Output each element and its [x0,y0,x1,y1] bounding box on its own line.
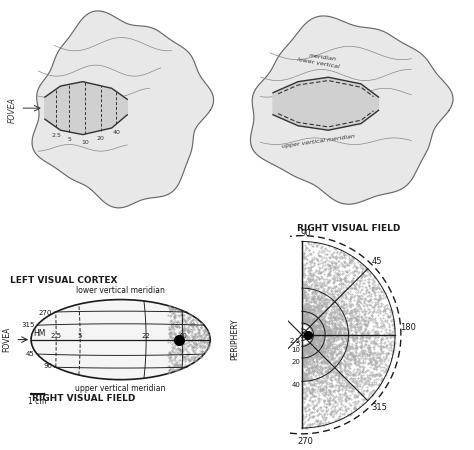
Text: 22: 22 [142,333,151,338]
Text: 270: 270 [297,437,313,446]
Polygon shape [302,325,311,344]
Text: 40: 40 [291,382,300,388]
Text: FOVEA: FOVEA [2,327,11,352]
Text: 10: 10 [81,140,89,144]
Text: 180: 180 [400,324,416,333]
Text: 10: 10 [291,347,300,353]
Ellipse shape [31,300,210,380]
Text: RIGHT VISUAL FIELD: RIGHT VISUAL FIELD [32,394,136,403]
Text: PERIPHERY: PERIPHERY [230,319,239,360]
Text: LEFT VISUAL CORTEX: LEFT VISUAL CORTEX [10,276,118,285]
Polygon shape [32,11,214,208]
Text: upper vertical meridian: upper vertical meridian [281,134,355,149]
Text: 5: 5 [78,333,82,338]
Text: 1 cm: 1 cm [28,397,47,406]
Text: 5: 5 [67,137,71,143]
Polygon shape [288,236,302,434]
Text: 315: 315 [21,322,35,328]
Text: upper vertical meridian: upper vertical meridian [75,384,166,393]
Text: 20: 20 [291,359,300,365]
Text: 2.5: 2.5 [289,338,300,344]
Text: lower vertical meridian: lower vertical meridian [76,286,165,295]
Text: 90: 90 [300,229,310,238]
Text: HM: HM [33,329,46,338]
Text: RIGHT VISUAL FIELD: RIGHT VISUAL FIELD [297,224,400,233]
Text: 270: 270 [39,310,52,316]
Text: lower vertical: lower vertical [297,57,340,69]
Polygon shape [250,16,453,204]
Text: 20: 20 [97,136,104,141]
Text: 45: 45 [26,351,35,357]
Polygon shape [45,81,127,135]
Text: 40: 40 [178,333,187,338]
Text: meridian: meridian [309,53,337,62]
Text: 45: 45 [371,257,382,266]
Polygon shape [273,77,379,130]
Text: 90: 90 [43,364,52,369]
Text: 40: 40 [112,130,120,135]
Text: 315: 315 [371,403,387,412]
Text: FOVEA: FOVEA [8,98,17,123]
Text: 2.5: 2.5 [51,133,61,138]
Text: 2.5: 2.5 [51,333,62,338]
Text: 5: 5 [296,341,300,347]
